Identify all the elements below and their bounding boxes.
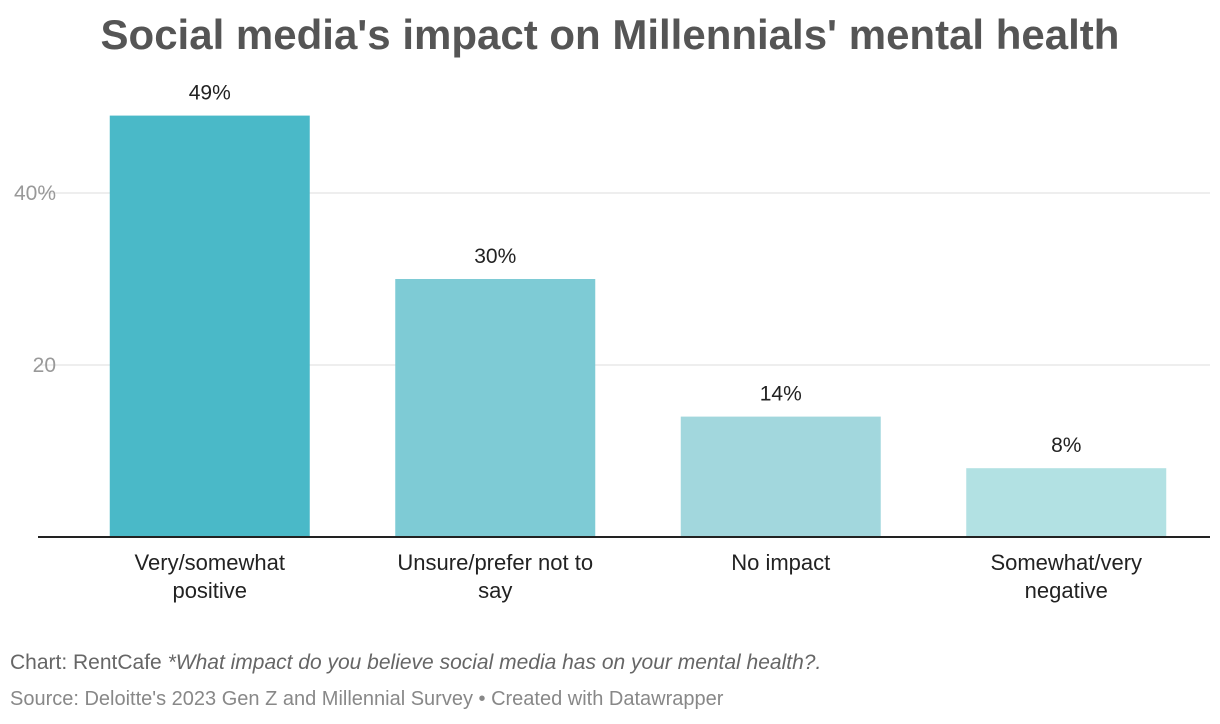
chart-credit-line: Chart: RentCafe *What impact do you beli… xyxy=(10,651,821,675)
x-category-label: Somewhat/very xyxy=(990,550,1142,575)
x-category-label: Very/somewhat xyxy=(135,550,285,575)
bar xyxy=(966,468,1167,537)
survey-question-note: *What impact do you believe social media… xyxy=(167,651,822,674)
chart-credit: Chart: RentCafe xyxy=(10,651,162,674)
bar-chart: 20 40% 49% Very/somewhat positive 30% Unsure/p… xyxy=(14,82,1210,603)
x-category-label: No impact xyxy=(731,550,830,575)
y-tick-label: 40% xyxy=(14,182,56,205)
bar xyxy=(109,115,310,537)
x-category-label: Unsure/prefer not to xyxy=(397,550,593,575)
bar xyxy=(395,279,596,537)
source-line: Source: Deloitte's 2023 Gen Z and Millen… xyxy=(10,688,724,710)
bar-value-label: 14% xyxy=(760,383,802,406)
bar xyxy=(680,416,881,537)
bar-value-label: 30% xyxy=(474,245,516,268)
bar-value-label: 8% xyxy=(1051,434,1081,457)
bar-value-label: 49% xyxy=(189,82,231,105)
x-category-label: positive xyxy=(172,578,247,603)
x-category-label: negative xyxy=(1025,578,1108,603)
x-category-label: say xyxy=(478,578,512,603)
y-tick-label: 20 xyxy=(33,354,56,377)
chart-title: Social media's impact on Millennials' me… xyxy=(100,11,1120,58)
